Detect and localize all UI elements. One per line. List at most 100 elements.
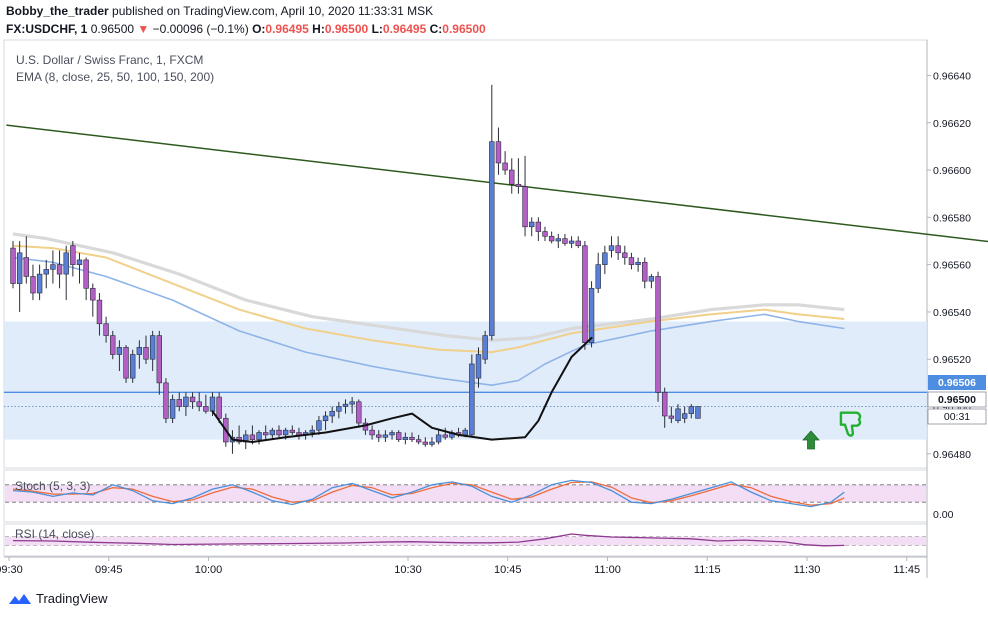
candle[interactable] bbox=[409, 432, 415, 442]
candle[interactable] bbox=[622, 245, 628, 265]
candle[interactable] bbox=[356, 399, 362, 428]
candle[interactable] bbox=[169, 394, 176, 424]
candle[interactable] bbox=[196, 392, 202, 412]
candle[interactable] bbox=[628, 252, 635, 270]
candle[interactable] bbox=[56, 250, 63, 289]
candle[interactable] bbox=[116, 340, 123, 372]
candle[interactable] bbox=[189, 392, 196, 409]
symbol-legend[interactable]: U.S. Dollar / Swiss Franc, 1, FXCM bbox=[16, 53, 204, 67]
candle[interactable] bbox=[382, 430, 389, 442]
candle[interactable] bbox=[502, 151, 508, 175]
candle[interactable] bbox=[469, 354, 475, 438]
candle[interactable] bbox=[602, 245, 608, 275]
candle[interactable] bbox=[176, 392, 182, 412]
candle[interactable] bbox=[136, 340, 143, 369]
candle[interactable] bbox=[262, 425, 269, 440]
candle[interactable] bbox=[675, 404, 681, 424]
footer-brand[interactable]: TradingView bbox=[8, 591, 108, 606]
candle[interactable] bbox=[395, 430, 402, 442]
candle[interactable] bbox=[316, 415, 322, 435]
stoch-legend[interactable]: Stoch (5, 3, 3) bbox=[15, 479, 91, 493]
candle[interactable] bbox=[123, 345, 129, 383]
candle[interactable] bbox=[90, 283, 96, 317]
candle[interactable] bbox=[482, 330, 488, 364]
candle[interactable] bbox=[63, 245, 69, 301]
candle[interactable] bbox=[329, 406, 335, 424]
candle[interactable] bbox=[402, 432, 409, 445]
candle[interactable] bbox=[216, 392, 222, 424]
time-axis[interactable]: 09:30 09:45 10:00 10:30 10:45 11:00 11:15 11:30… bbox=[0, 557, 988, 576]
candle[interactable] bbox=[435, 430, 442, 445]
candle[interactable] bbox=[568, 236, 575, 249]
candle[interactable] bbox=[475, 347, 482, 388]
candle[interactable] bbox=[336, 401, 342, 419]
candle[interactable] bbox=[555, 233, 562, 249]
candle[interactable] bbox=[289, 425, 295, 435]
candle[interactable] bbox=[575, 236, 581, 249]
rsi-legend[interactable]: RSI (14, close) bbox=[15, 527, 95, 541]
candle[interactable] bbox=[562, 233, 568, 246]
candle[interactable] bbox=[349, 397, 355, 414]
candle[interactable] bbox=[535, 217, 542, 241]
candle[interactable] bbox=[661, 387, 668, 428]
candle[interactable] bbox=[96, 293, 103, 336]
candle[interactable] bbox=[23, 236, 29, 284]
candle[interactable] bbox=[655, 271, 661, 402]
candle[interactable] bbox=[203, 394, 209, 414]
candle[interactable] bbox=[648, 274, 655, 289]
candle[interactable] bbox=[635, 257, 641, 272]
candle[interactable] bbox=[522, 155, 528, 237]
candle[interactable] bbox=[548, 231, 555, 244]
ema-legend[interactable]: EMA (8, close, 25, 50, 100, 150, 200) bbox=[16, 70, 215, 84]
candle[interactable] bbox=[681, 406, 688, 424]
candle[interactable] bbox=[110, 330, 116, 360]
candle[interactable] bbox=[695, 406, 701, 419]
candle[interactable] bbox=[442, 427, 448, 440]
candle[interactable] bbox=[10, 240, 16, 289]
candle[interactable] bbox=[376, 430, 382, 442]
candle[interactable] bbox=[642, 257, 648, 289]
candle[interactable] bbox=[542, 226, 548, 241]
candle[interactable] bbox=[269, 427, 276, 440]
candle[interactable] bbox=[183, 392, 189, 416]
candle[interactable] bbox=[429, 437, 435, 447]
candle[interactable] bbox=[582, 240, 588, 350]
candle[interactable] bbox=[149, 330, 156, 372]
candle[interactable] bbox=[130, 349, 136, 383]
candle[interactable] bbox=[322, 411, 329, 431]
author-name[interactable]: Bobby_the_trader bbox=[6, 4, 109, 18]
candle[interactable] bbox=[36, 264, 43, 301]
candle[interactable] bbox=[509, 158, 515, 194]
candle[interactable] bbox=[615, 236, 621, 260]
candle[interactable] bbox=[495, 127, 502, 175]
candle[interactable] bbox=[422, 437, 428, 447]
candle[interactable] bbox=[389, 430, 395, 440]
price-tick-label: 0.96600 bbox=[933, 165, 971, 177]
candle[interactable] bbox=[588, 281, 595, 348]
candle[interactable] bbox=[50, 250, 56, 284]
candle[interactable] bbox=[515, 158, 522, 194]
candle[interactable] bbox=[83, 257, 89, 301]
candle[interactable] bbox=[143, 335, 149, 364]
candle[interactable] bbox=[595, 252, 601, 294]
candle[interactable] bbox=[415, 434, 422, 445]
candle[interactable] bbox=[342, 399, 349, 414]
candle[interactable] bbox=[608, 236, 615, 258]
candles[interactable] bbox=[10, 84, 701, 454]
candle[interactable] bbox=[276, 425, 282, 438]
candle[interactable] bbox=[309, 425, 315, 438]
candle[interactable] bbox=[163, 378, 169, 424]
candle[interactable] bbox=[16, 240, 23, 312]
candle[interactable] bbox=[76, 252, 83, 284]
candle[interactable] bbox=[156, 330, 162, 395]
candle[interactable] bbox=[369, 425, 375, 440]
candle[interactable] bbox=[528, 217, 535, 237]
candle[interactable] bbox=[43, 259, 49, 289]
candle[interactable] bbox=[489, 84, 495, 341]
candle[interactable] bbox=[688, 404, 695, 419]
candle[interactable] bbox=[668, 406, 675, 424]
candle[interactable] bbox=[30, 264, 36, 301]
candle[interactable] bbox=[70, 240, 76, 277]
candle[interactable] bbox=[103, 316, 109, 343]
